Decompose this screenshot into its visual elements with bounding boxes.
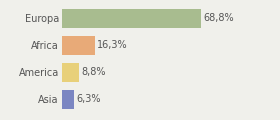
Bar [62, 9, 201, 28]
Bar [62, 90, 74, 109]
Text: 68,8%: 68,8% [204, 13, 234, 23]
Text: 8,8%: 8,8% [82, 67, 106, 77]
Bar [62, 63, 80, 82]
Text: 6,3%: 6,3% [77, 94, 101, 104]
Text: 16,3%: 16,3% [97, 40, 128, 50]
Bar [62, 36, 95, 55]
